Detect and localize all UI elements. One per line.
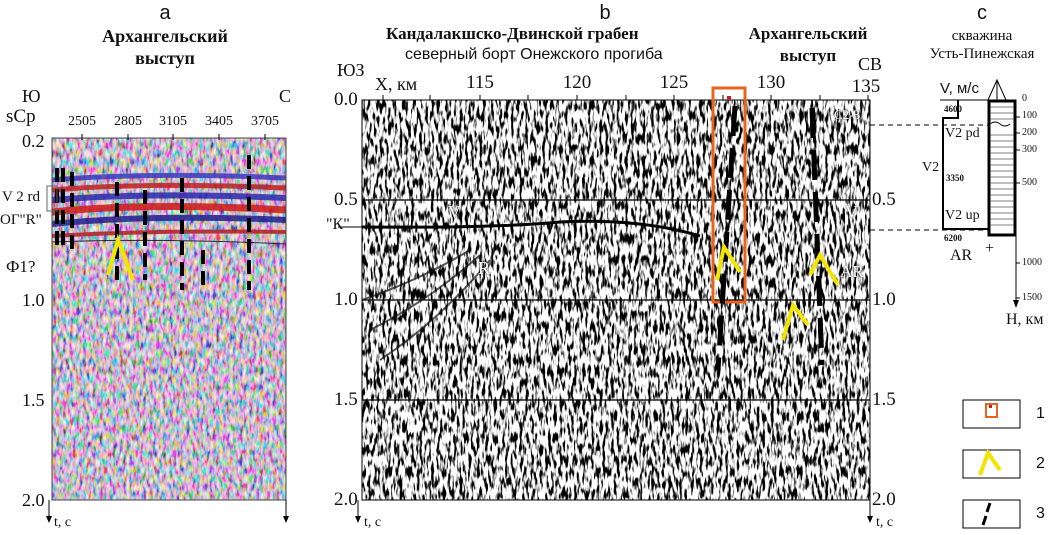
y-tick-right: 0.5 xyxy=(872,189,896,210)
y-axis-label-b: t, с xyxy=(364,515,382,530)
x-tick: 3705 xyxy=(251,114,279,129)
unit-v2: V2 xyxy=(922,160,940,175)
unit-v2up: V2 up xyxy=(945,208,980,223)
panel-a-letter: а xyxy=(159,2,171,24)
y-tick: 1.5 xyxy=(334,389,358,410)
depth-tick: 100 xyxy=(1022,110,1037,121)
velocity-value: 6200 xyxy=(944,233,962,243)
panel-a-title: Архангельский xyxy=(102,26,228,46)
y-tick-right: 1.0 xyxy=(872,289,896,310)
well-column xyxy=(940,78,1020,308)
x-tick: 115 xyxy=(466,72,494,93)
x-axis-label-b: X, км xyxy=(375,74,418,94)
velocity-value: 3350 xyxy=(946,173,964,183)
panel-b-title-right: Архангельский xyxy=(748,24,868,43)
x-tick: 3105 xyxy=(159,114,187,129)
y-tick: 1.0 xyxy=(22,290,45,310)
reflector-bands xyxy=(51,172,287,245)
y-tick: 1.5 xyxy=(22,390,45,410)
x-tick: 135 xyxy=(851,76,881,97)
section-a xyxy=(46,134,289,523)
basement-cross-icon: + xyxy=(985,240,995,257)
section-b xyxy=(338,86,990,523)
velocity-profile xyxy=(942,100,989,230)
dir-ne: СВ xyxy=(858,54,883,74)
chevrons-b xyxy=(715,241,840,341)
y-tick: 2.0 xyxy=(334,489,358,510)
y-tick: 0.2 xyxy=(22,131,45,151)
horizon-c23: C2-3 xyxy=(834,107,860,122)
horizon-og-r: ОГ"R" xyxy=(0,212,42,228)
depth-axis-label: H, км xyxy=(1006,311,1044,328)
y-tick: 0.5 xyxy=(334,189,358,210)
x-tick: 125 xyxy=(659,72,689,93)
depth-tick: 1500 xyxy=(1022,292,1042,303)
horizon-r: R xyxy=(478,258,491,278)
velocity-value: 4600 xyxy=(944,104,962,114)
x-axis-label-a: sCp xyxy=(6,106,36,127)
horizon-v2rd: V 2 rd xyxy=(2,189,41,205)
faults-b xyxy=(715,105,825,371)
panel-c-title: скважина xyxy=(951,28,1013,44)
velocity-axis-label: V, м/с xyxy=(940,80,979,97)
y-tick-right: 1.5 xyxy=(872,389,896,410)
unit-v2pd: V2 pd xyxy=(945,126,980,141)
horizon-v-left: V xyxy=(448,202,461,222)
dir-sw: ЮЗ xyxy=(337,60,365,80)
panel-b-title-left: Кандалакшско-Двинской грабен xyxy=(386,24,639,43)
chevron-a xyxy=(106,233,135,281)
y-tick-right: 2.0 xyxy=(872,489,896,510)
x-tick: 2505 xyxy=(68,114,96,129)
x-tick: 2805 xyxy=(114,114,142,129)
horizon-k: "К" xyxy=(326,216,350,233)
depth-tick: 1000 xyxy=(1022,257,1042,268)
dir-south: Ю xyxy=(22,86,41,106)
legend-item-1: 1 xyxy=(1036,405,1045,422)
horizon-v-right: V xyxy=(845,202,858,222)
x-tick: 120 xyxy=(562,72,592,93)
depth-tick: 500 xyxy=(1022,177,1037,188)
panel-a-title-2: выступ xyxy=(135,48,195,68)
legend-graphics xyxy=(962,399,1021,529)
legend-item-3: 3 xyxy=(1036,505,1045,522)
well-highlight-box xyxy=(711,86,747,304)
faults-a xyxy=(55,155,251,290)
y-tick: 2.0 xyxy=(22,490,45,510)
k-reflector xyxy=(361,219,701,238)
horizon-ar: AR xyxy=(840,262,864,281)
depth-tick: 300 xyxy=(1022,144,1037,155)
panel-b-title-right-2: выступ xyxy=(779,46,837,65)
x-tick: 3405 xyxy=(205,114,233,129)
dir-north: С xyxy=(279,86,292,106)
depth-tick: 200 xyxy=(1022,127,1037,138)
panel-b-subtitle: северный борт Онежского прогиба xyxy=(405,46,663,63)
horizon-f1: Ф1? xyxy=(6,257,36,276)
y-axis-label-b-right: t, с xyxy=(876,515,894,530)
y-tick: 1.0 xyxy=(334,289,358,310)
unit-ar: AR xyxy=(950,247,973,264)
y-tick: 0.0 xyxy=(334,89,358,110)
x-tick: 130 xyxy=(756,72,786,93)
legend-item-2: 2 xyxy=(1036,455,1045,472)
panel-c-letter: с xyxy=(977,2,987,24)
panel-b-letter: b xyxy=(599,2,611,24)
y-axis-label-a: t, с xyxy=(54,515,72,530)
depth-tick: 0 xyxy=(1022,93,1027,104)
panel-c-title-2: Усть-Пинежская xyxy=(929,46,1035,62)
